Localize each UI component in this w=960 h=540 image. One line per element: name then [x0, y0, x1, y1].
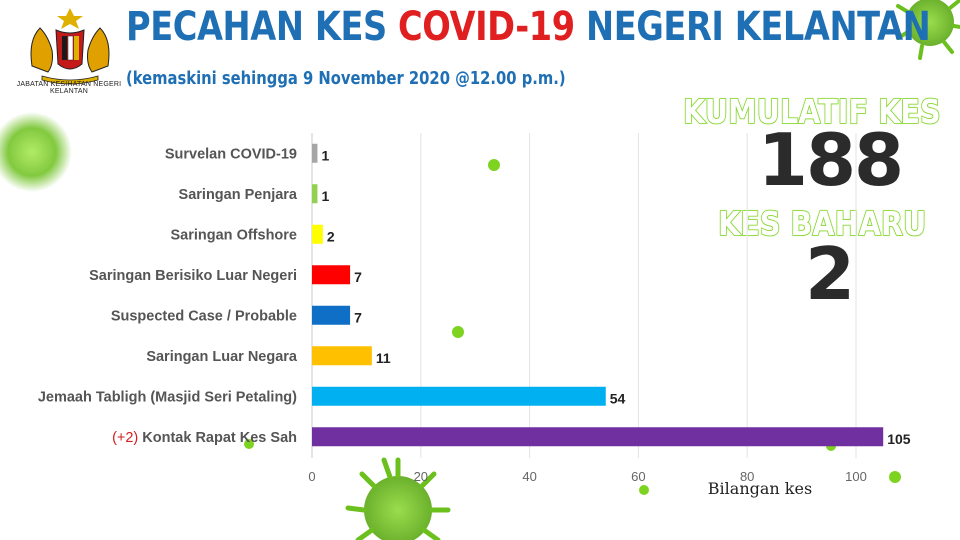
x-tick-label: 80 [740, 469, 754, 484]
x-tick-label: 0 [308, 469, 315, 484]
bar [312, 143, 318, 163]
category-text: Suspected Case / Probable [111, 308, 297, 324]
virus-icon [488, 159, 500, 171]
value-label: 54 [610, 390, 626, 406]
value-label: 11 [376, 350, 391, 366]
page-title: PECAHAN KES COVID-19 NEGERI KELANTAN [126, 4, 931, 50]
category-text: Saringan Offshore [171, 227, 298, 243]
value-label: 105 [887, 431, 911, 447]
x-axis-label: Bilangan kes [708, 479, 812, 498]
x-tick-label: 100 [845, 469, 867, 484]
category-label: Saringan Berisiko Luar Negeri [89, 268, 297, 284]
title-part-2: COVID-19 [398, 4, 575, 50]
category-text: Kontak Rapat Kes Sah [142, 430, 297, 446]
bar [312, 305, 351, 325]
category-text: Jemaah Tabligh (Masjid Seri Petaling) [38, 389, 297, 405]
category-label: Saringan Luar Negara [146, 349, 298, 365]
update-subtitle: (kemaskini sehingga 9 November 2020 @12.… [126, 68, 566, 89]
category-text: Saringan Penjara [179, 187, 298, 203]
category-text: Survelan COVID-19 [165, 146, 297, 162]
category-label: Jemaah Tabligh (Masjid Seri Petaling) [38, 389, 297, 405]
bar [312, 184, 318, 204]
virus-icon [452, 326, 464, 338]
jabatan-kesihatan-crest-logo [30, 8, 110, 85]
virus-icon [639, 485, 649, 495]
virus-icon [345, 457, 451, 540]
virus-icon [0, 112, 72, 192]
category-label: Saringan Penjara [179, 187, 298, 203]
bar [312, 386, 606, 406]
category-label: Survelan COVID-19 [165, 146, 297, 162]
bar [312, 346, 372, 366]
virus-icon [896, 0, 960, 60]
bar [312, 427, 884, 447]
virus-icon [889, 471, 901, 483]
new-cases-label: KES BAHARU [717, 203, 927, 244]
x-tick-label: 60 [631, 469, 645, 484]
category-label: Saringan Offshore [171, 227, 298, 243]
virus-icon [244, 439, 254, 449]
title-part-1: PECAHAN KES [126, 4, 387, 50]
bar [312, 265, 351, 285]
logo-caption: JABATAN KESIHATAN NEGERI KELANTAN [16, 81, 122, 95]
title-part-3: NEGERI KELANTAN [586, 4, 931, 50]
x-tick-label: 40 [522, 469, 536, 484]
category-label: (+2) Kontak Rapat Kes Sah [112, 430, 297, 446]
value-label: 7 [354, 269, 362, 285]
value-label: 2 [327, 228, 335, 244]
x-tick-label: 20 [414, 469, 428, 484]
category-prefix: (+2) [112, 430, 142, 446]
category-label: Suspected Case / Probable [111, 308, 297, 324]
bar [312, 224, 323, 244]
category-text: Saringan Luar Negara [146, 349, 298, 365]
category-text: Saringan Berisiko Luar Negeri [89, 268, 297, 284]
cumulative-cases-label: KUMULATIF KES [682, 91, 941, 132]
cumulative-cases-value: 188 [757, 118, 904, 202]
value-label: 7 [354, 309, 362, 325]
value-label: 1 [321, 147, 329, 163]
value-label: 1 [321, 188, 329, 204]
new-cases-value: 2 [804, 232, 856, 316]
